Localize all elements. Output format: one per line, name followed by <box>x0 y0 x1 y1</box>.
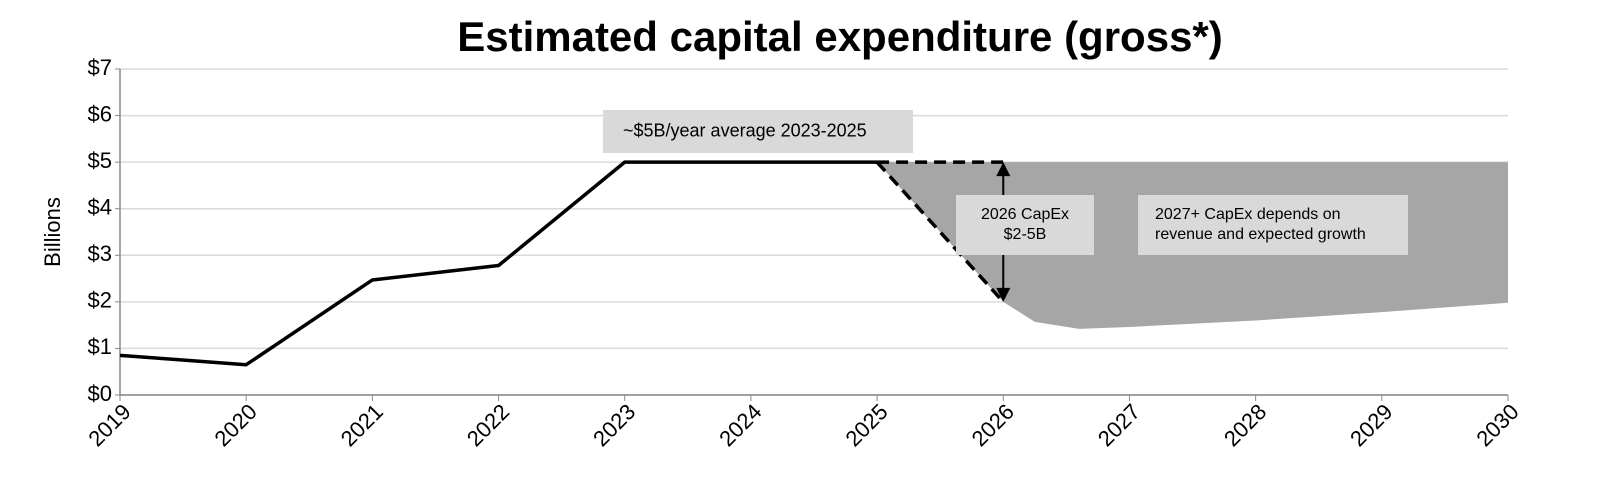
annotation-text: ~$5B/year average 2023-2025 <box>623 120 867 140</box>
x-tick-label: 2026 <box>967 399 1019 451</box>
x-tick-label: 2030 <box>1471 399 1523 451</box>
x-tick-label: 2027 <box>1093 399 1145 451</box>
x-tick-label: 2028 <box>1219 399 1271 451</box>
annotation-box <box>956 195 1094 255</box>
x-tick-label: 2022 <box>462 399 514 451</box>
x-tick-label: 2025 <box>840 399 892 451</box>
x-tick-label: 2021 <box>336 399 388 451</box>
y-tick-label: $5 <box>88 148 112 173</box>
annotation-text: $2-5B <box>1004 226 1047 243</box>
x-tick-label: 2029 <box>1345 399 1397 451</box>
y-tick-label: $6 <box>88 101 112 126</box>
y-tick-label: $4 <box>88 195 112 220</box>
y-tick-label: $7 <box>88 55 112 80</box>
annotation-box <box>603 110 913 153</box>
y-axis-label: Billions <box>40 197 65 267</box>
arrow-head <box>996 162 1011 177</box>
x-tick-label: 2024 <box>714 399 766 451</box>
x-tick-label: 2023 <box>588 399 640 451</box>
line <box>119 160 878 367</box>
chart-title: Estimated capital expenditure (gross*) <box>457 13 1223 60</box>
dashed-line <box>875 160 1005 304</box>
annotation-text: 2027+ CapEx depends on <box>1155 206 1340 223</box>
x-tick-label: 2020 <box>210 399 262 451</box>
y-tick-label: $2 <box>88 288 112 313</box>
x-tick-label: 2019 <box>83 399 135 451</box>
arrow-head <box>996 287 1011 302</box>
annotation-text: revenue and expected growth <box>1155 226 1366 243</box>
annotation-text: 2026 CapEx <box>981 206 1069 223</box>
y-tick-label: $0 <box>88 381 112 406</box>
y-tick-label: $3 <box>88 241 112 266</box>
annotation-box <box>1138 195 1408 255</box>
y-tick-label: $1 <box>88 334 112 359</box>
